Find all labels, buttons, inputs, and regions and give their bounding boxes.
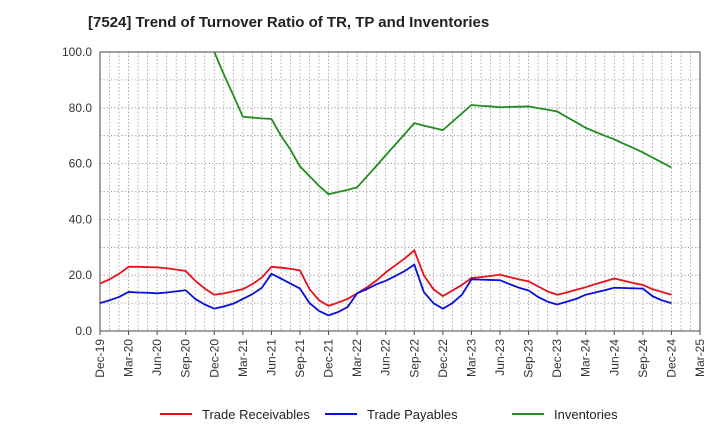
x-tick-label: Dec-21 <box>322 339 336 378</box>
x-tick-label: Mar-24 <box>579 339 593 377</box>
x-tick-label: Sep-23 <box>522 339 536 378</box>
x-tick-label: Mar-20 <box>122 339 136 377</box>
x-tick-label: Mar-22 <box>350 339 364 377</box>
x-tick-label: Jun-22 <box>379 339 393 376</box>
x-tick-label: Mar-25 <box>693 339 707 377</box>
x-tick-label: Dec-22 <box>436 339 450 378</box>
x-tick-label: Sep-20 <box>179 339 193 378</box>
legend-label-trade-receivables: Trade Receivables <box>202 407 310 422</box>
y-tick-label: 100.0 <box>62 45 92 59</box>
x-tick-label: Dec-20 <box>207 339 221 378</box>
y-tick-label: 80.0 <box>69 101 93 115</box>
x-tick-label: Dec-23 <box>550 339 564 378</box>
chart-title: [7524] Trend of Turnover Ratio of TR, TP… <box>88 14 490 31</box>
x-tick-label: Dec-19 <box>93 339 107 378</box>
x-tick-label: Sep-24 <box>636 339 650 378</box>
x-tick-label: Mar-23 <box>464 339 478 377</box>
series-line-trade-payables <box>100 263 672 317</box>
series-line-inventories <box>213 52 672 196</box>
x-tick-label: Jun-20 <box>150 339 164 376</box>
plot-frame <box>99 51 701 332</box>
series-line-trade-receivables <box>100 249 672 307</box>
x-tick-label: Mar-21 <box>236 339 250 377</box>
x-tick-label: Sep-21 <box>293 339 307 378</box>
y-tick-label: 20.0 <box>69 268 93 282</box>
x-tick-label: Jun-21 <box>264 339 278 376</box>
y-tick-label: 0.0 <box>75 324 92 338</box>
y-tick-label: 60.0 <box>69 157 93 171</box>
legend-label-inventories: Inventories <box>554 407 618 422</box>
x-tick-label: Sep-22 <box>407 339 421 378</box>
x-tick-label: Jun-23 <box>493 339 507 376</box>
legend-label-trade-payables: Trade Payables <box>367 407 458 422</box>
x-tick-label: Dec-24 <box>664 339 678 378</box>
x-tick-label: Jun-24 <box>607 339 621 376</box>
y-tick-label: 40.0 <box>69 212 93 226</box>
